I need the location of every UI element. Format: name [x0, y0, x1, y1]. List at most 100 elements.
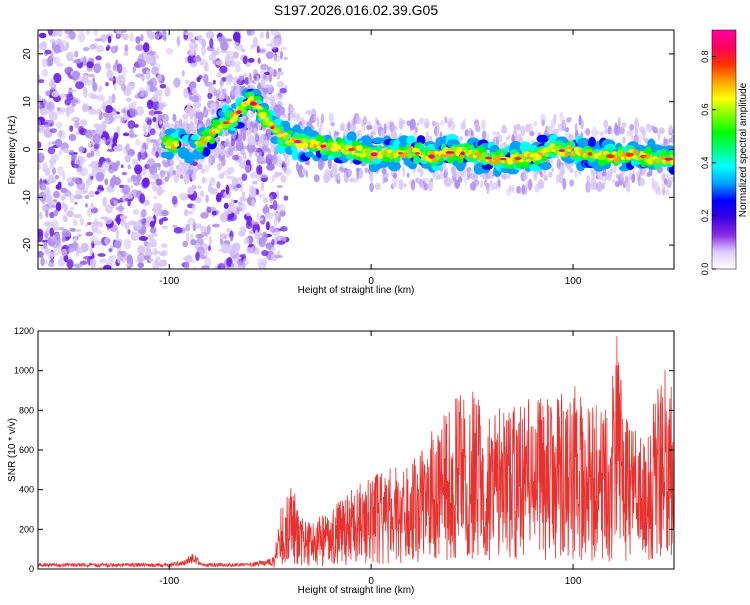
spectrogram-ridge-cell	[519, 141, 532, 153]
spectrogram-noise-cell	[86, 207, 93, 218]
spectrogram-halo-cell	[367, 120, 371, 126]
spectrogram-noise-cell	[93, 143, 100, 150]
spectrogram-noise-cell	[66, 93, 74, 101]
spectrogram-noise-cell	[142, 166, 147, 176]
spectrogram-y-tick-label: 10	[22, 96, 33, 108]
spectrogram-noise-cell	[258, 151, 262, 157]
spectrogram-noise-cell	[219, 212, 228, 223]
spectrogram-noise-cell	[141, 208, 147, 218]
spectrogram-halo-cell	[528, 122, 533, 134]
spectrogram-noise-cell	[101, 137, 106, 144]
spectrogram-noise-cell	[61, 202, 66, 210]
spectrogram-halo-cell	[574, 170, 578, 178]
spectrogram-noise-cell	[74, 194, 83, 200]
spectrogram-ridge-cell	[355, 152, 360, 157]
spectrogram-noise-cell	[104, 237, 111, 245]
spectrogram-noise-cell	[151, 66, 159, 75]
spectrogram-halo-cell	[533, 120, 538, 127]
spectrogram-noise-cell	[108, 77, 115, 82]
spectrogram-halo-cell	[330, 122, 336, 127]
spectrogram-halo-cell	[419, 168, 424, 177]
colorbar-tick-label: 0.6	[700, 103, 710, 116]
spectrogram-noise-cell	[127, 120, 136, 130]
spectrogram-noise-cell	[120, 164, 124, 169]
spectrogram-halo-cell	[610, 128, 615, 135]
spectrogram-noise-cell	[225, 53, 231, 65]
spectrogram-noise-cell	[245, 163, 251, 174]
spectrogram-peak-cell	[397, 152, 404, 155]
spectrogram-halo-cell	[507, 133, 511, 141]
spectrogram-halo-cell	[338, 166, 344, 172]
spectrogram-noise-cell	[260, 68, 266, 78]
spectrogram-noise-cell	[61, 248, 68, 257]
spectrogram-ridge-cell	[668, 164, 674, 175]
spectrogram-noise-cell	[208, 235, 213, 246]
spectrogram-peak-cell	[606, 154, 615, 159]
spectrogram-halo-cell	[345, 168, 352, 178]
spectrogram-noise-cell	[101, 120, 107, 131]
spectrogram-noise-cell	[257, 165, 263, 176]
spectrogram-noise-cell	[148, 238, 157, 247]
spectrogram-ridge-cell	[365, 147, 372, 154]
spectrogram-noise-cell	[66, 259, 74, 269]
spectrogram-noise-cell	[260, 63, 269, 71]
spectrogram-noise-cell	[271, 174, 275, 183]
spectrogram-noise-cell	[71, 71, 80, 81]
spectrogram-halo-cell	[427, 179, 434, 192]
spectrogram-noise-cell	[232, 31, 241, 42]
spectrogram-noise-cell	[280, 226, 288, 232]
spectrogram-ridge-cell	[279, 130, 284, 134]
spectrogram-noise-cell	[145, 69, 151, 81]
spectrogram-noise-cell	[49, 38, 56, 43]
spectrogram-halo-cell	[212, 148, 218, 154]
spectrogram-noise-cell	[56, 130, 66, 140]
spectrogram-noise-cell	[95, 149, 101, 157]
spectrogram-noise-cell	[171, 195, 178, 205]
spectrogram-halo-cell	[157, 146, 162, 154]
spectrogram-noise-cell	[160, 243, 168, 248]
spectrogram-noise-cell	[90, 202, 95, 210]
spectrogram-noise-cell	[196, 54, 201, 60]
spectrogram-noise-cell	[48, 261, 55, 268]
spectrogram-noise-cell	[44, 167, 51, 177]
spectrogram-noise-cell	[239, 145, 245, 156]
spectrogram-noise-cell	[65, 42, 70, 49]
spectrogram-noise-cell	[220, 41, 229, 51]
spectrogram-noise-cell	[246, 247, 253, 254]
spectrogram-noise-cell	[212, 79, 216, 85]
spectrogram-noise-cell	[154, 259, 159, 267]
spectrogram-noise-cell	[155, 151, 160, 158]
spectrogram-halo-cell	[198, 111, 204, 122]
spectrogram-halo-cell	[521, 184, 528, 196]
spectrogram-halo-cell	[305, 170, 308, 178]
spectrogram-halo-cell	[601, 171, 607, 177]
spectrogram-noise-cell	[123, 111, 127, 121]
spectrogram-ridge-cell	[339, 142, 344, 147]
spectrogram-noise-cell	[71, 177, 80, 183]
spectrogram-halo-cell	[580, 119, 584, 130]
spectrogram-noise-cell	[41, 198, 46, 205]
spectrogram-halo-cell	[596, 181, 603, 193]
spectrogram-noise-cell	[200, 255, 207, 260]
spectrogram-ridge-cell	[283, 135, 290, 140]
spectrogram-noise-cell	[184, 56, 189, 64]
spectrogram-halo-cell	[301, 168, 306, 176]
spectrogram-halo-cell	[220, 142, 225, 148]
spectrogram-ridge-cell	[369, 154, 374, 162]
spectrogram-noise-cell	[229, 236, 234, 242]
spectrogram-noise-cell	[241, 173, 248, 181]
spectrogram-noise-cell	[265, 31, 270, 40]
spectrogram-halo-cell	[162, 126, 166, 138]
spectrogram-halo-cell	[561, 119, 566, 132]
spectrogram-noise-cell	[184, 80, 190, 84]
spectrogram-noise-cell	[58, 227, 65, 231]
spectrogram-noise-cell	[183, 209, 189, 217]
spectrogram-noise-cell	[76, 167, 85, 176]
spectrogram-halo-cell	[228, 148, 234, 156]
spectrogram-halo-cell	[180, 174, 184, 179]
spectrogram-noise-cell	[246, 215, 253, 227]
spectrogram-noise-cell	[207, 224, 211, 235]
spectrogram-noise-cell	[82, 56, 87, 67]
spectrogram-noise-cell	[140, 34, 144, 42]
spectrogram-ridge-cell	[190, 134, 199, 141]
